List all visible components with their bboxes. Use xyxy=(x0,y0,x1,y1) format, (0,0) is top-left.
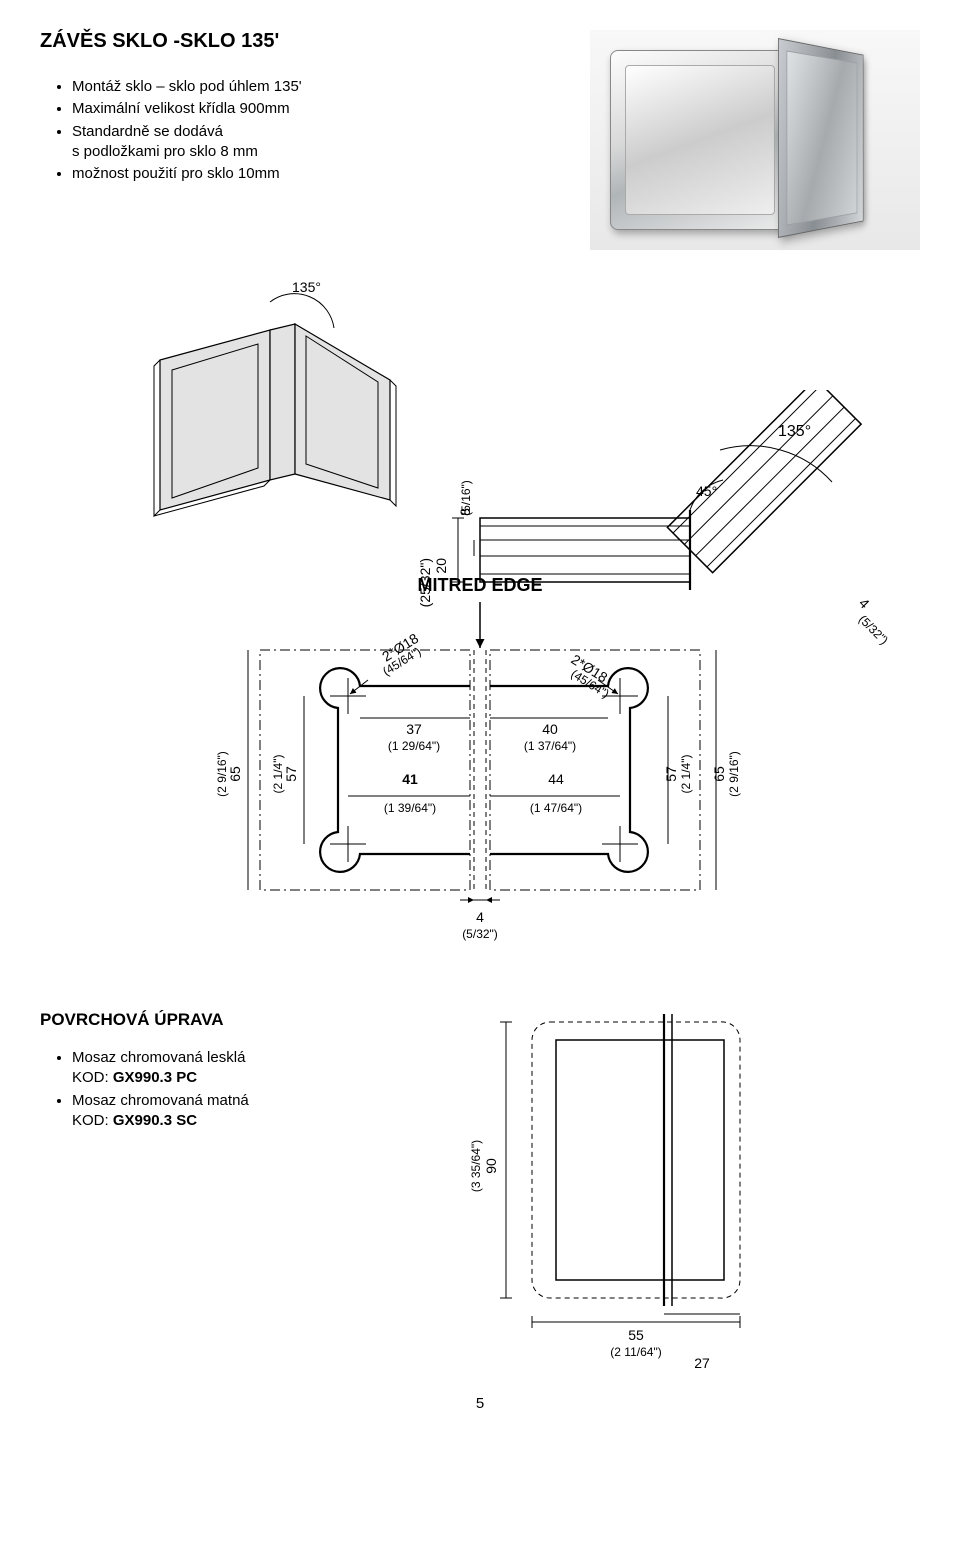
dim-40-inch: (1 37/64") xyxy=(524,739,576,753)
dim-44-inch: (1 47/64") xyxy=(530,801,582,815)
dim-65-left: 65 xyxy=(227,766,243,782)
product-photo xyxy=(590,30,920,250)
dim-55-inch: (2 11/64") xyxy=(610,1345,661,1359)
text-column: ZÁVĚS SKLO -SKLO 135' Montáž sklo – sklo… xyxy=(40,30,590,186)
finish-label: Mosaz chromovaná matná xyxy=(72,1092,249,1109)
dim-65-left-inch: (2 9/16") xyxy=(215,751,229,797)
dim-27: 27 xyxy=(694,1355,710,1370)
dim-4-inch: (5/32") xyxy=(856,612,891,647)
dim-20: 20 xyxy=(433,558,449,574)
bullet-subtext: s podložkami pro sklo 8 mm xyxy=(72,143,258,160)
isometric-svg: 135° xyxy=(120,270,420,550)
angle-45-label: 45° xyxy=(696,483,717,499)
page-number: 5 xyxy=(0,1395,960,1412)
dim-40: 40 xyxy=(542,721,558,737)
finish-code: GX990.3 SC xyxy=(113,1112,197,1129)
dim-57-right-inch: (2 1/4") xyxy=(679,755,693,794)
iso-angle-text: 135° xyxy=(292,279,321,295)
feature-bullets: Montáž sklo – sklo pod úhlem 135' Maximá… xyxy=(40,77,590,184)
hinge-angled-plate xyxy=(778,38,863,238)
bullet-item: možnost použití pro sklo 10mm xyxy=(72,164,590,184)
header-row: ZÁVĚS SKLO -SKLO 135' Montáž sklo – sklo… xyxy=(40,30,920,250)
finish-label: Mosaz chromovaná lesklá xyxy=(72,1049,245,1066)
finish-code-prefix: KOD: xyxy=(72,1112,113,1129)
top-view-drawing: 45° 135° 20 (25/32") 8 (5/16") 4 (5/32") xyxy=(380,390,900,650)
dim-55: 55 xyxy=(628,1327,644,1343)
finish-code: GX990.3 PC xyxy=(113,1069,197,1086)
finish-item: Mosaz chromovaná matná KOD: GX990.3 SC xyxy=(72,1091,400,1132)
dim-8-inch: (5/16") xyxy=(459,480,473,516)
dim-44: 44 xyxy=(548,771,564,787)
dim-4-gap: 4 xyxy=(476,909,484,925)
dim-57-right: 57 xyxy=(663,766,679,782)
finish-code-prefix: KOD: xyxy=(72,1069,113,1086)
dim-4-gap-inch: (5/32") xyxy=(462,927,498,941)
dim-90-inch: (3 35/64") xyxy=(469,1140,483,1192)
bullet-text: Standardně se dodává xyxy=(72,123,223,140)
dim-90: 90 xyxy=(483,1158,499,1174)
bullet-item: Montáž sklo – sklo pod úhlem 135' xyxy=(72,77,590,97)
dim-41-inch: (1 39/64") xyxy=(384,801,436,815)
dim-65-right: 65 xyxy=(711,766,727,782)
page-title: ZÁVĚS SKLO -SKLO 135' xyxy=(40,30,590,53)
dim-41: 41 xyxy=(402,771,418,787)
dim-4: 4 xyxy=(856,595,873,612)
dim-65-right-inch: (2 9/16") xyxy=(727,751,741,797)
angle-135-label: 135° xyxy=(778,423,811,440)
footer-row: POVRCHOVÁ ÚPRAVA Mosaz chromovaná lesklá… xyxy=(40,970,920,1370)
cutout-svg: 37 (1 29/64") 40 (1 37/64") 41 (1 39/64"… xyxy=(200,600,760,960)
dim-37: 37 xyxy=(406,721,422,737)
dim-57-left: 57 xyxy=(283,766,299,782)
finish-heading: POVRCHOVÁ ÚPRAVA xyxy=(40,1010,400,1030)
finish-list: Mosaz chromovaná lesklá KOD: GX990.3 PC … xyxy=(40,1048,400,1131)
dim-37-inch: (1 29/64") xyxy=(388,739,440,753)
finish-item: Mosaz chromovaná lesklá KOD: GX990.3 PC xyxy=(72,1048,400,1089)
dim-57-left-inch: (2 1/4") xyxy=(271,755,285,794)
bullet-item: Standardně se dodává s podložkami pro sk… xyxy=(72,122,590,163)
dim-20-inch: (25/32") xyxy=(417,558,433,607)
hinge-front-plate xyxy=(610,50,790,230)
bullet-item: Maximální velikost křídla 900mm xyxy=(72,99,590,119)
housing-drawing: 90 (3 35/64") 55 (2 11/64") 27 xyxy=(440,970,860,1370)
hinge-inner-plate xyxy=(625,65,775,215)
finish-column: POVRCHOVÁ ÚPRAVA Mosaz chromovaná lesklá… xyxy=(40,970,400,1133)
